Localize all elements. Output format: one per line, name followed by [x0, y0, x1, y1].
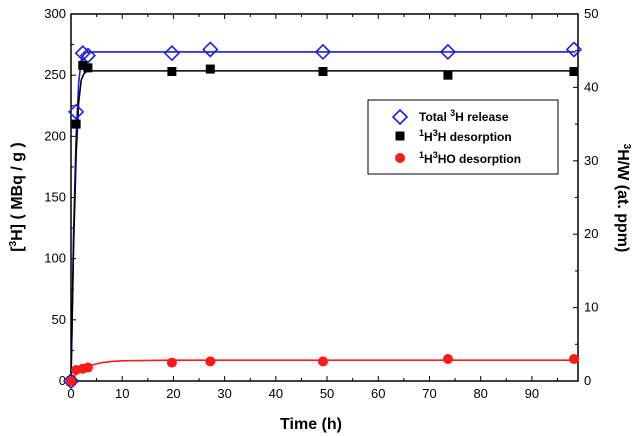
x-tick-label: 60 — [371, 386, 385, 401]
data-point-hho — [568, 353, 579, 364]
legend-marker-hho — [395, 153, 405, 163]
x-tick-label: 20 — [166, 386, 180, 401]
data-point-hh — [318, 66, 328, 76]
legend-label-total: Total 3H release — [419, 108, 509, 124]
data-point-hh — [205, 64, 215, 74]
data-point-total — [62, 372, 80, 390]
y-left-tick-label: 250 — [44, 67, 66, 82]
data-point-total — [565, 41, 583, 58]
data-point-hho — [82, 362, 93, 373]
data-point-total — [163, 45, 181, 62]
data-point-total — [74, 45, 91, 62]
data-point-hh — [78, 60, 88, 70]
data-point-hho — [442, 353, 453, 364]
legend-symbol-hh — [395, 131, 405, 141]
x-tick-label: 50 — [320, 386, 334, 401]
data-point-hho — [66, 376, 76, 386]
x-tick-label: 90 — [525, 386, 539, 401]
data-point-total — [67, 103, 85, 120]
legend-symbol-hho — [395, 153, 405, 163]
y-left-axis-ticks: 0 50 100 150 200 250 300 — [44, 6, 76, 388]
x-axis-title: Time (h) — [280, 416, 342, 433]
x-tick-label: 70 — [422, 386, 436, 401]
data-point-hho — [317, 356, 328, 367]
y-right-tick-label: 0 — [584, 373, 591, 388]
data-point-total — [202, 41, 219, 58]
y-left-tick-label: 200 — [44, 128, 66, 143]
y-left-axis-title: [3H] ( MBq / g ) — [8, 142, 26, 252]
data-point-hh — [443, 70, 453, 80]
data-markers — [62, 41, 583, 390]
legend-label-hho: 1H3HO desorption — [419, 150, 521, 166]
y-left-tick-label: 50 — [52, 312, 66, 327]
y-right-tick-label: 20 — [584, 226, 598, 241]
data-point-hh — [83, 63, 93, 73]
y-right-tick-label: 50 — [584, 6, 598, 21]
y-left-tick-label: 150 — [44, 190, 66, 205]
data-point-total — [314, 43, 332, 61]
data-point-hho — [205, 356, 216, 367]
fit-line-total — [70, 51, 576, 382]
x-tick-label: 40 — [269, 386, 283, 401]
data-point-hh — [569, 66, 579, 76]
legend-marker-hh — [395, 131, 405, 141]
data-point-hh — [71, 119, 81, 129]
x-tick-label: 80 — [473, 386, 487, 401]
data-point-total — [439, 43, 457, 61]
y-right-tick-label: 40 — [584, 79, 598, 94]
y-right-axis-ticks: 0 10 20 30 40 50 — [573, 6, 598, 388]
y-right-tick-label: 10 — [584, 300, 598, 315]
data-point-hh — [167, 66, 177, 76]
data-point-total — [79, 47, 97, 64]
legend-label-hh: 1H3H desorption — [419, 128, 512, 144]
y-right-axis-title: 3H/W (at. ppm) — [614, 144, 632, 253]
y-left-tick-label: 0 — [59, 373, 66, 388]
x-axis-ticks: 0 10 20 30 40 50 60 70 80 90 — [67, 14, 559, 401]
data-point-hho — [166, 357, 177, 368]
legend-symbol-total — [391, 108, 409, 126]
y-left-tick-label: 300 — [44, 6, 66, 21]
x-tick-label: 0 — [67, 386, 74, 401]
x-tick-label: 30 — [217, 386, 231, 401]
legend: Total 3H release 1H3H desorption 1H3HO d… — [367, 99, 559, 175]
y-right-tick-label: 30 — [584, 153, 598, 168]
y-left-tick-label: 100 — [44, 251, 66, 266]
x-tick-label: 10 — [115, 386, 129, 401]
legend-marker-total — [391, 108, 409, 126]
